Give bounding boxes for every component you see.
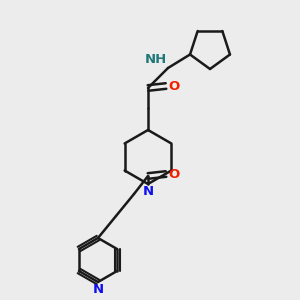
Text: N: N xyxy=(92,283,104,296)
Text: O: O xyxy=(168,167,179,181)
Text: O: O xyxy=(168,80,179,92)
Text: N: N xyxy=(142,185,154,198)
Text: NH: NH xyxy=(145,53,167,66)
